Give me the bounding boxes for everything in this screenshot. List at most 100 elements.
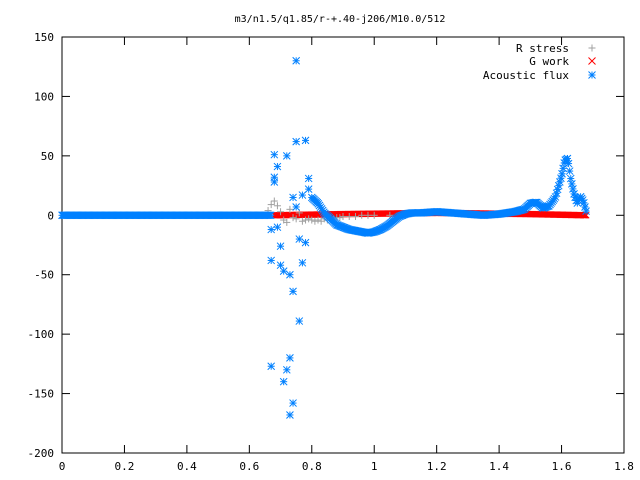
marker-stroke [569, 185, 577, 193]
star-marker [286, 270, 294, 279]
star-marker [569, 185, 577, 193]
plus-marker [588, 44, 596, 52]
star-marker [301, 136, 310, 145]
star-marker [276, 242, 285, 251]
star-marker [289, 287, 297, 296]
plus-marker [308, 216, 316, 224]
marker-stroke [292, 56, 301, 65]
marker-stroke [289, 399, 297, 407]
marker-stroke [286, 354, 294, 362]
marker-stroke [558, 169, 566, 178]
plus-marker [277, 208, 285, 216]
marker-stroke [276, 242, 285, 251]
y-tick-label: -50 [34, 269, 54, 282]
star-marker [266, 211, 275, 220]
star-marker [273, 223, 282, 232]
marker-stroke [304, 185, 313, 193]
x-tick-label: 1.4 [489, 460, 509, 473]
plus-marker [270, 197, 278, 205]
star-marker [289, 399, 297, 407]
marker-stroke [304, 174, 313, 183]
x-tick-label: 0.6 [239, 460, 259, 473]
y-tick-label: 150 [34, 31, 54, 44]
plus-marker [311, 217, 319, 225]
marker-stroke [588, 57, 596, 65]
plus-marker [314, 216, 322, 224]
star-marker [588, 71, 596, 79]
marker-stroke [588, 71, 596, 79]
marker-stroke [565, 167, 574, 175]
chart-title: m3/n1.5/q1.85/r-+.40-j206/M10.0/512 [235, 14, 446, 25]
star-marker [270, 150, 279, 159]
marker-stroke [292, 137, 301, 146]
star-marker [304, 174, 313, 183]
star-marker [557, 174, 565, 183]
marker-stroke [580, 211, 587, 219]
plus-marker [364, 211, 372, 219]
star-marker [282, 152, 291, 160]
star-marker [582, 207, 590, 215]
star-marker [267, 225, 276, 234]
plus-marker [302, 216, 310, 224]
cross-marker [588, 57, 596, 65]
star-marker [286, 411, 294, 419]
marker-stroke [270, 150, 279, 159]
axes: 0 0.2 0.4 0.6 0.8 1 1.2 1.4 1.6 1.8 -200 -150 -100 -5… [28, 31, 634, 473]
star-marker [267, 256, 276, 265]
star-marker [267, 362, 276, 371]
marker-stroke [266, 211, 275, 220]
plus-marker [283, 218, 291, 226]
star-marker [282, 365, 291, 374]
star-marker [298, 191, 307, 199]
marker-stroke [282, 365, 291, 374]
marker-stroke [270, 173, 279, 182]
star-marker [289, 193, 297, 202]
plus-marker [267, 201, 275, 209]
marker-stroke [286, 270, 294, 279]
marker-stroke [559, 164, 567, 173]
marker-stroke [298, 258, 307, 267]
marker-stroke [279, 267, 288, 276]
star-marker [565, 167, 574, 175]
marker-stroke [301, 238, 310, 247]
marker-stroke [295, 235, 304, 243]
y-tick-label: -100 [28, 328, 55, 341]
star-marker [295, 235, 304, 243]
star-marker [292, 203, 301, 211]
y-tick-label: 0 [47, 209, 54, 222]
star-marker [301, 238, 310, 247]
x-tick-label: 1.6 [552, 460, 572, 473]
marker-stroke [286, 411, 294, 419]
data-marks [58, 56, 590, 419]
star-marker [286, 354, 294, 362]
star-marker [304, 185, 313, 193]
star-marker [563, 154, 572, 163]
legend-label: G work [529, 55, 569, 68]
star-marker [279, 267, 288, 276]
marker-stroke [298, 191, 307, 199]
plus-marker [339, 212, 347, 220]
star-marker [273, 162, 282, 171]
y-tick-label: 50 [41, 150, 54, 163]
x-tick-label: 0.4 [177, 460, 197, 473]
plus-marker [292, 215, 300, 223]
star-marker [295, 317, 304, 325]
marker-stroke [279, 377, 288, 386]
plot-frame [61, 36, 625, 454]
marker-stroke [282, 152, 291, 160]
star-marker [270, 173, 279, 182]
marker-stroke [273, 162, 282, 171]
cross-marker [580, 211, 587, 219]
plus-marker [336, 214, 344, 222]
marker-stroke [581, 203, 589, 211]
marker-stroke [582, 207, 590, 215]
plus-marker [345, 212, 353, 220]
x-tick-label: 0.8 [302, 460, 322, 473]
marker-stroke [295, 317, 304, 325]
marker-stroke [292, 203, 301, 211]
marker-stroke [267, 225, 276, 234]
plus-marker [351, 212, 359, 220]
